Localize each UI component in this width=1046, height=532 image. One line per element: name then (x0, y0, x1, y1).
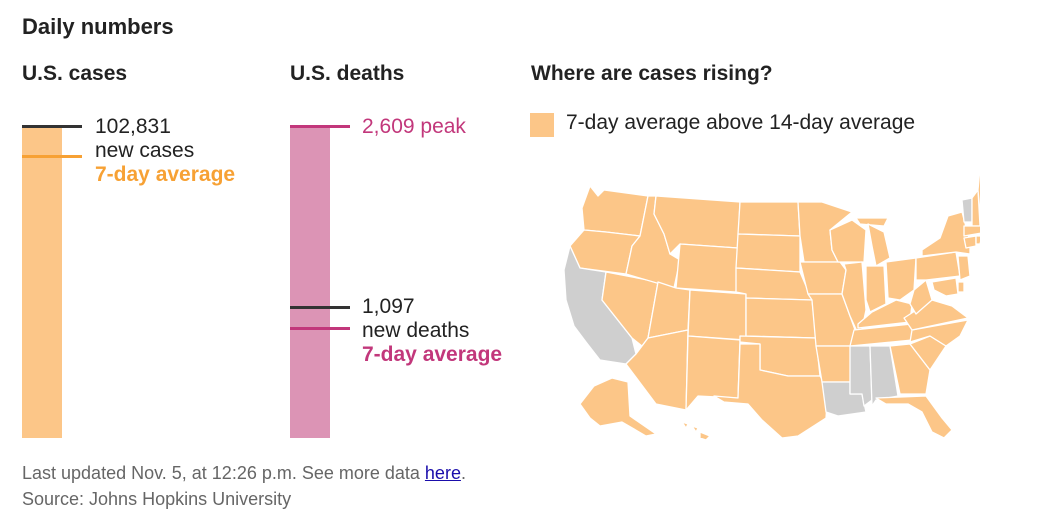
state-MD (931, 277, 959, 297)
state-AR (815, 345, 855, 383)
state-TX (713, 343, 829, 439)
deaths-avg-label: 7-day average (362, 343, 503, 366)
deaths-peak-tick (290, 125, 350, 128)
cases-latest-tick (22, 125, 82, 128)
state-RI (975, 235, 983, 245)
deaths-bar (290, 126, 330, 438)
legend-swatch (530, 113, 554, 137)
state-NE (735, 267, 813, 301)
cases-title: U.S. cases (22, 62, 128, 85)
deaths-peak-label: 2,609 peak (362, 115, 466, 138)
state-VT (961, 197, 973, 223)
deaths-latest-label: new deaths (362, 319, 470, 342)
state-CT (963, 235, 977, 249)
deaths-avg-tick (290, 326, 350, 330)
state-WV (909, 279, 933, 315)
footer-source: Source: Johns Hopkins University (22, 489, 292, 509)
us-map (560, 150, 1001, 441)
footer-here-link[interactable]: here (424, 463, 461, 483)
state-NJ (957, 255, 971, 281)
state-MA (963, 225, 989, 237)
state-IN (865, 265, 887, 313)
state-AZ (625, 329, 689, 411)
cases-latest-value: 102,831 (95, 115, 171, 138)
footer-updated-text: Last updated Nov. 5, at 12:26 p.m. See m… (22, 463, 425, 483)
state-MI (855, 217, 891, 267)
state-ND (737, 201, 801, 237)
footer-updated: Last updated Nov. 5, at 12:26 p.m. See m… (22, 463, 466, 484)
legend-label: 7-day average above 14-day average (566, 111, 916, 134)
state-FL (875, 395, 953, 439)
state-NY (921, 211, 971, 257)
state-WI (829, 219, 867, 263)
state-IA (799, 261, 847, 295)
state-CO (687, 289, 747, 341)
state-IL (841, 261, 867, 339)
state-NC (909, 319, 969, 347)
cases-avg-label: 7-day average (95, 163, 236, 186)
state-HI (681, 421, 711, 441)
map-title: Where are cases rising? (531, 62, 773, 85)
deaths-title: U.S. deaths (290, 62, 405, 85)
cases-latest-label: new cases (95, 139, 195, 162)
us-map-svg (563, 163, 1001, 441)
state-OH (885, 257, 917, 301)
state-DE (957, 281, 965, 293)
state-SD (735, 233, 801, 273)
state-WY (675, 243, 739, 293)
cases-avg-tick (22, 154, 82, 158)
deaths-latest-value: 1,097 (362, 295, 415, 318)
footer-period: . (460, 463, 466, 483)
state-AK (579, 377, 657, 437)
deaths-latest-tick (290, 305, 350, 309)
cases-bar (22, 126, 62, 438)
section-title: Daily numbers (22, 14, 174, 39)
state-KS (745, 297, 817, 339)
state-WA (581, 185, 649, 237)
state-GA (889, 343, 931, 395)
